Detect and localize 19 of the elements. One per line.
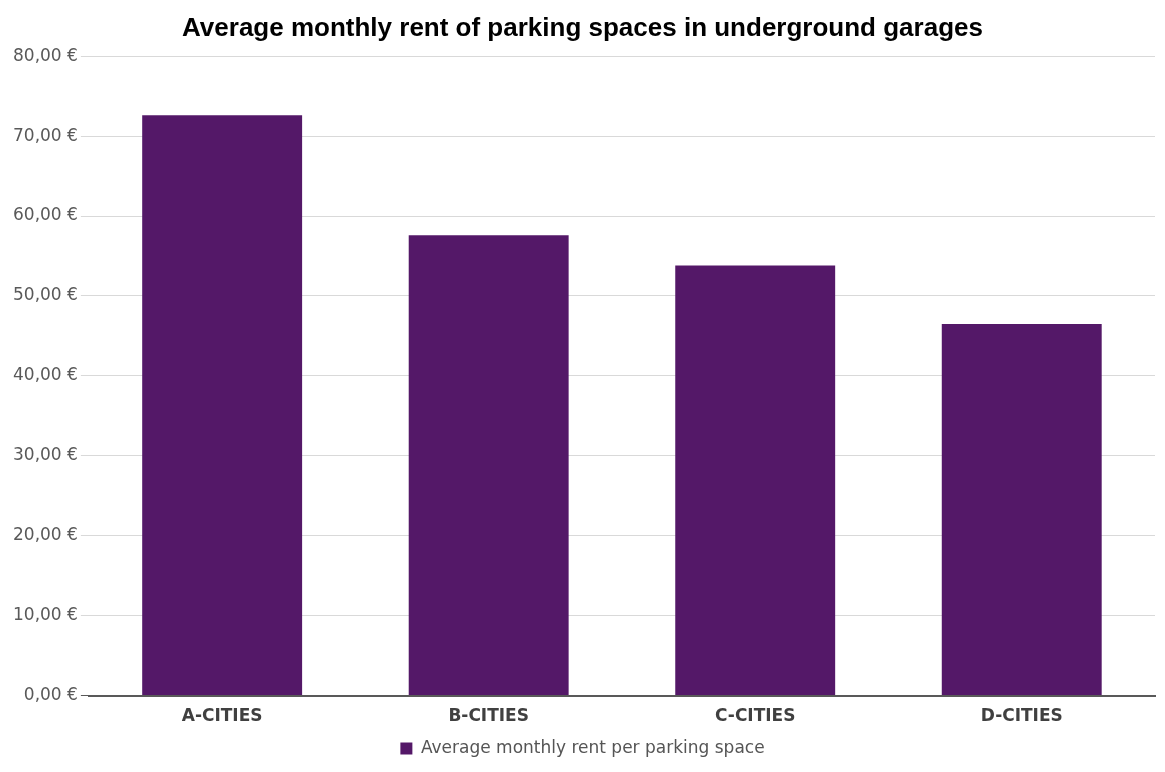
y-tick-label: 0,00 €	[23, 684, 78, 705]
y-tick-label: 50,00 €	[13, 284, 78, 305]
chart-title: Average monthly rent of parking spaces in underground garages	[182, 11, 983, 42]
bar	[408, 235, 569, 696]
bar	[675, 265, 836, 696]
y-tick-label: 70,00 €	[13, 124, 78, 145]
y-tick-label: 20,00 €	[13, 524, 78, 545]
bar	[142, 115, 303, 696]
bar	[941, 323, 1102, 696]
x-tick-label: D-CITIES	[980, 705, 1063, 726]
y-tick-label: 60,00 €	[13, 204, 78, 225]
legend-label: Average monthly rent per parking space	[420, 736, 765, 757]
y-tick-label: 10,00 €	[13, 604, 78, 625]
y-tick-label: 30,00 €	[13, 444, 78, 465]
y-tick-label: 80,00 €	[13, 44, 78, 65]
x-tick-label: C-CITIES	[714, 705, 796, 726]
x-tick-label: A-CITIES	[181, 705, 263, 726]
y-tick-label: 40,00 €	[13, 364, 78, 385]
x-tick-label: B-CITIES	[448, 705, 529, 726]
